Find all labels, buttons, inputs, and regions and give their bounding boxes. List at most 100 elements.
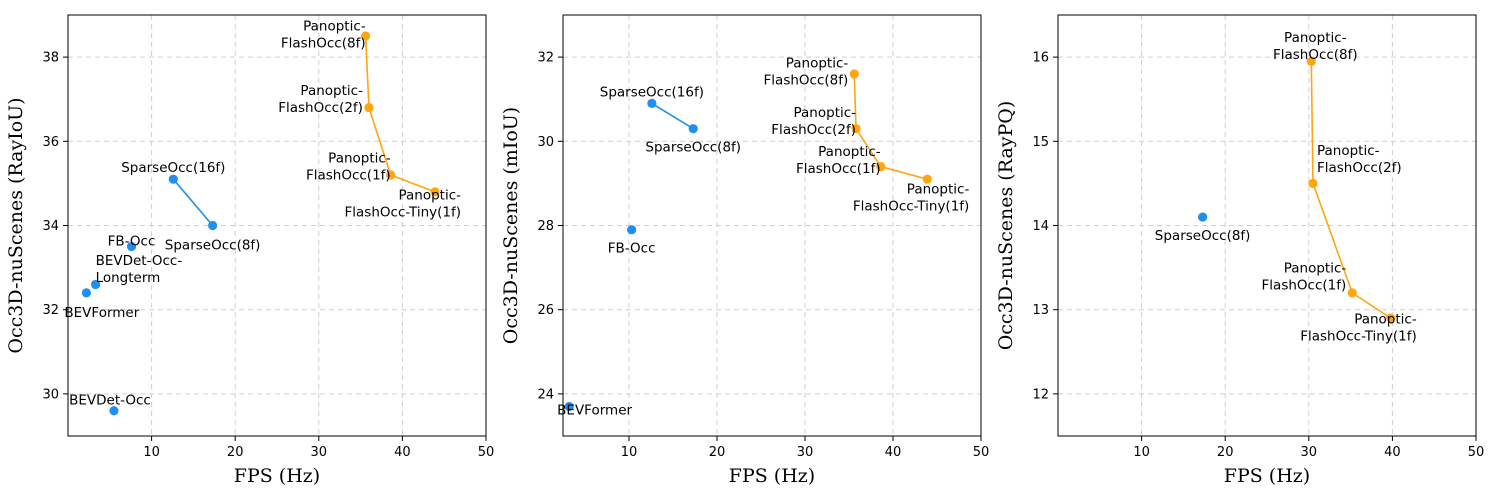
point-label: Panoptic- (907, 182, 970, 198)
point-label: FlashOcc-Tiny(1f) (345, 204, 461, 220)
point-label: FlashOcc-Tiny(1f) (1300, 329, 1416, 345)
data-point (109, 406, 119, 416)
series-line-ours (364, 36, 436, 193)
point-label: BEVDet-Occ- (96, 253, 183, 269)
data-point (627, 225, 637, 235)
x-tick-label: 30 (311, 445, 328, 460)
point-label: BEVFormer (64, 305, 139, 321)
y-tick-label: 32 (537, 51, 554, 66)
point-label: SparseOcc(8f) (165, 238, 261, 254)
point-label: BEVFormer (557, 403, 632, 419)
data-point (168, 174, 178, 184)
data-point (386, 170, 396, 180)
x-tick-label: 20 (227, 445, 244, 460)
point-label: SparseOcc(8f) (1155, 228, 1251, 244)
point-label: Panoptic- (1284, 30, 1347, 46)
x-tick-label: 10 (621, 445, 638, 460)
y-tick-label: 32 (42, 303, 59, 318)
y-axis-label: Occ3D-nuScenes (RayIoU) (5, 97, 27, 353)
point-label: Panoptic- (398, 187, 461, 203)
point-label: FlashOcc(1f) (306, 167, 391, 183)
x-tick-label: 50 (478, 445, 495, 460)
y-tick-label: 38 (42, 51, 59, 66)
data-point (81, 288, 91, 298)
x-tick-label: 30 (1301, 445, 1318, 460)
y-tick-label: 30 (537, 135, 554, 150)
rayiou-panel: 10 20 30 40 50 30 32 34 36 38 FPS (Hz) Occ3D-nuScen… (5, 14, 495, 487)
y-tick-label: 24 (537, 387, 554, 402)
point-label: FB-Occ (608, 241, 656, 257)
x-tick-label: 50 (973, 445, 990, 460)
data-point (1386, 313, 1396, 323)
x-axis-label: FPS (Hz) (1224, 465, 1310, 487)
point-label: FB-Occ (108, 234, 156, 250)
data-point (1308, 178, 1318, 188)
point-label: FlashOcc-Tiny(1f) (853, 199, 969, 215)
x-axis-label: FPS (Hz) (729, 465, 815, 487)
series-line-ours (1310, 61, 1392, 319)
x-tick-label: 40 (1384, 445, 1401, 460)
x-tick-label: 30 (797, 445, 814, 460)
point-label: SparseOcc(16f) (600, 84, 704, 100)
y-tick-label: 14 (1032, 219, 1049, 234)
x-tick-label: 20 (1217, 445, 1234, 460)
point-label: FlashOcc(2f) (1317, 160, 1402, 176)
series-line-ours (853, 73, 928, 180)
point-label: Panoptic- (303, 19, 366, 35)
data-point (688, 124, 698, 134)
y-tick-label: 16 (1032, 51, 1049, 66)
point-label: FlashOcc(8f) (764, 72, 849, 88)
x-axis-label: FPS (Hz) (234, 465, 320, 487)
point-label: FlashOcc(2f) (771, 122, 856, 138)
point-label: FlashOcc(8f) (281, 36, 366, 52)
point-label: Longterm (96, 270, 161, 286)
y-axis-label: Occ3D-nuScenes (RayPQ) (995, 101, 1017, 351)
y-tick-label: 15 (1032, 135, 1049, 150)
data-point (876, 161, 886, 172)
y-tick-label: 34 (42, 219, 59, 234)
point-label: SparseOcc(8f) (645, 140, 741, 156)
x-tick-label: 50 (1468, 445, 1485, 460)
data-point (126, 241, 137, 252)
data-point (564, 401, 574, 412)
point-label: FlashOcc(2f) (278, 100, 363, 116)
data-point (430, 187, 440, 197)
x-tick-label: 20 (709, 445, 726, 460)
point-label: Panoptic- (1354, 312, 1417, 328)
data-point (361, 31, 371, 41)
data-point (922, 174, 932, 184)
data-point (1306, 56, 1316, 66)
point-label: FlashOcc(8f) (1273, 47, 1358, 63)
data-point (208, 220, 218, 231)
x-tick-label: 40 (394, 445, 411, 460)
point-label: Panoptic- (1317, 143, 1380, 159)
x-tick-label: 10 (1133, 445, 1150, 460)
data-point (647, 98, 657, 109)
y-tick-label: 28 (537, 219, 554, 234)
data-point (851, 124, 861, 134)
y-tick-label: 12 (1032, 387, 1049, 402)
miou-panel: 10 20 30 40 50 24 26 28 30 32 FPS (Hz) Occ3D-nuScen… (500, 14, 990, 487)
data-point (90, 279, 101, 290)
point-label: Panoptic- (794, 105, 857, 121)
point-label: Panoptic- (786, 55, 849, 71)
point-label: FlashOcc(1f) (796, 161, 881, 177)
y-tick-label: 30 (42, 387, 59, 402)
x-tick-label: 10 (143, 445, 160, 460)
data-point (849, 69, 859, 79)
raypq-panel: 10 20 30 40 50 12 13 14 15 16 FPS (Hz) Occ3D-nuScen… (995, 14, 1485, 487)
y-tick-label: 13 (1032, 303, 1049, 318)
point-label: Panoptic- (328, 150, 391, 166)
series-line-baseline (651, 102, 694, 130)
y-tick-label: 36 (42, 135, 59, 150)
point-label: Panoptic- (1284, 260, 1347, 276)
y-tick-label: 26 (537, 303, 554, 318)
x-tick-label: 40 (885, 445, 902, 460)
y-axis-label: Occ3D-nuScenes (mIoU) (500, 107, 522, 344)
point-label: Panoptic- (818, 144, 881, 160)
point-label: SparseOcc(16f) (121, 160, 225, 176)
data-point (364, 103, 374, 113)
series-line-baseline (172, 178, 214, 227)
point-label: Panoptic- (300, 83, 363, 99)
